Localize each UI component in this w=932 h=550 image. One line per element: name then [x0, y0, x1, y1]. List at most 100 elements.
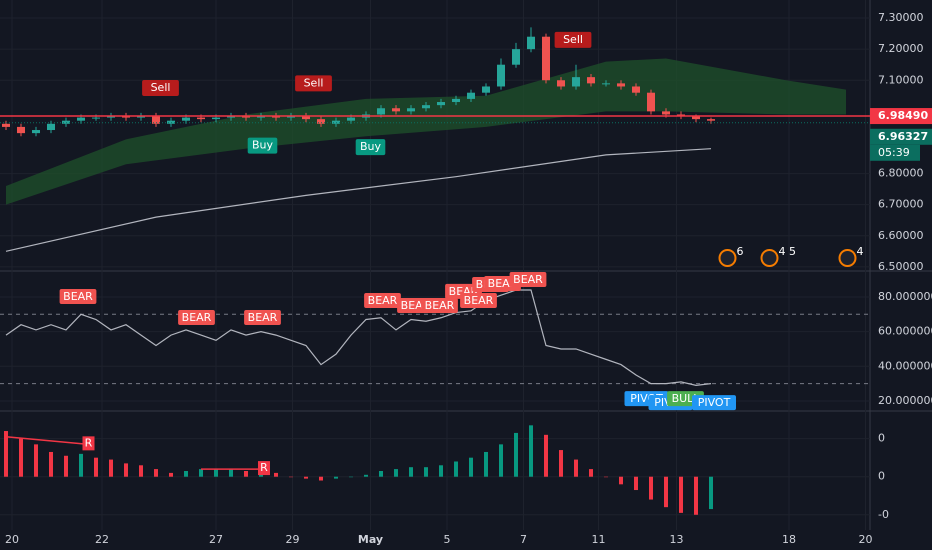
histogram-bar	[604, 476, 608, 478]
histogram-bar	[454, 461, 458, 477]
signal-box	[364, 292, 401, 308]
candle-body	[482, 86, 490, 93]
x-tick-label: 5	[444, 533, 451, 546]
y-tick-label: 20.000000	[878, 394, 932, 407]
price-tag-label: 6.98490	[878, 109, 928, 122]
x-tick-label: 11	[592, 533, 606, 546]
histogram-bar	[19, 438, 23, 477]
candle-body	[632, 86, 640, 93]
candle-body	[692, 116, 700, 120]
histogram-bar	[349, 476, 353, 478]
signal-box	[509, 271, 547, 287]
signal-box	[59, 288, 97, 304]
signal-label: Sell	[151, 81, 171, 94]
rsi-line	[5, 289, 712, 386]
y-tick-label: 0	[878, 432, 885, 445]
histogram-bar	[634, 476, 638, 491]
histogram-bar	[124, 463, 128, 477]
histogram-bar	[574, 459, 578, 477]
event-count: 4 5	[779, 245, 797, 258]
histogram-bar	[319, 476, 323, 481]
candle-body	[557, 80, 565, 87]
histogram-bar	[49, 451, 53, 477]
candle-body	[167, 120, 175, 124]
signal-box	[421, 297, 458, 313]
divergence-line	[5, 435, 89, 446]
y-tick-label: 7.10000	[878, 73, 924, 86]
histogram-bar	[709, 476, 713, 510]
event-icon	[760, 249, 779, 267]
histogram-bar	[364, 474, 368, 477]
y-tick-label: 60.000000	[878, 325, 932, 338]
divergence-box	[258, 461, 270, 476]
candle-body	[347, 117, 355, 121]
event-count: 6	[737, 245, 744, 258]
histogram-bar	[664, 476, 668, 508]
candle-body	[437, 102, 445, 106]
candle-body	[32, 130, 40, 134]
candle-body	[707, 119, 715, 121]
candle-body	[602, 83, 610, 85]
signal-box	[178, 309, 215, 325]
candle-body	[92, 117, 100, 119]
histogram-bar	[94, 457, 98, 477]
signal-box	[554, 31, 592, 48]
signal-label: BEAR	[63, 290, 93, 303]
histogram-bar	[289, 476, 293, 478]
signal-label: BEAR	[368, 294, 398, 307]
signal-label: BEAR	[425, 299, 455, 312]
histogram-bar	[499, 444, 503, 477]
candle-body	[512, 49, 520, 65]
signal-label: BEAR	[182, 311, 212, 324]
candle-body	[182, 117, 190, 121]
histogram-bar	[559, 450, 563, 477]
candle-body	[332, 120, 340, 124]
histogram-bar	[214, 469, 218, 477]
x-tick-label: 7	[520, 533, 527, 546]
x-tick-label: 27	[209, 533, 223, 546]
candle-body	[17, 126, 25, 134]
histogram-bar	[304, 476, 308, 479]
y-tick-label: -0	[878, 508, 889, 521]
candle-body	[572, 77, 580, 87]
candle-body	[317, 119, 325, 124]
candle-body	[407, 108, 415, 112]
histogram-bar	[4, 431, 8, 477]
price-tag	[870, 108, 932, 125]
signal-label: BEAR	[513, 273, 543, 286]
x-tick-label: 29	[286, 533, 300, 546]
candle-body	[452, 98, 460, 103]
histogram-bar	[169, 472, 173, 477]
histogram-bar	[529, 425, 533, 477]
x-tick-label: 13	[670, 533, 684, 546]
countdown-box	[870, 144, 920, 161]
histogram-bar	[274, 472, 278, 477]
y-tick-label: 40.000000	[878, 359, 932, 372]
y-tick-label: 6.70000	[878, 198, 924, 211]
candle-body	[62, 120, 70, 124]
candle-body	[497, 64, 505, 87]
moving-average	[5, 148, 712, 252]
event-icon	[838, 249, 857, 267]
countdown: 05:39	[878, 146, 910, 159]
divergence-box	[82, 436, 95, 451]
histogram-bar	[679, 476, 683, 513]
candle-body	[527, 36, 535, 50]
signal-box	[460, 292, 497, 308]
signal-box	[295, 75, 332, 92]
histogram-bar	[619, 476, 623, 485]
signal-label: Buy	[360, 140, 382, 153]
signal-label: Buy	[252, 139, 274, 152]
signal-label: PIVOT	[698, 396, 731, 409]
histogram-bar	[109, 459, 113, 477]
candle-body	[212, 117, 220, 120]
candle-body	[662, 111, 670, 115]
candle-body	[377, 108, 385, 115]
histogram-bar	[154, 469, 158, 477]
histogram-bar	[184, 471, 188, 477]
candle-body	[47, 123, 55, 131]
candle-body	[152, 116, 160, 124]
signal-box	[247, 137, 278, 154]
candle-body	[617, 83, 625, 87]
